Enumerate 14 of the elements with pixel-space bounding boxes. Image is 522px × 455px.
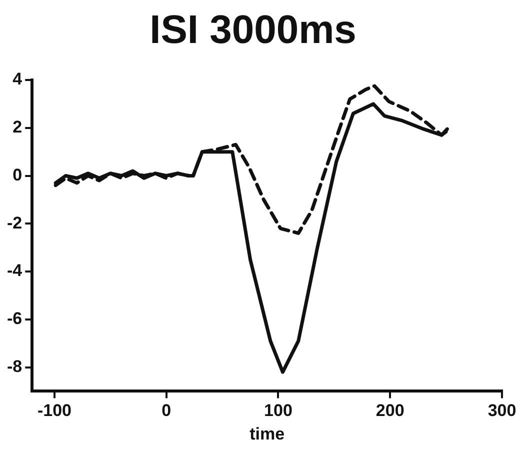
y-tick-label: -8 bbox=[6, 356, 22, 376]
x-tick-label: 200 bbox=[376, 401, 404, 420]
y-tick-label: 0 bbox=[12, 165, 22, 184]
x-axis-title: time bbox=[250, 424, 285, 444]
x-tick-label: 0 bbox=[162, 401, 172, 420]
y-tick-label: -4 bbox=[6, 261, 23, 280]
y-tick-label: -6 bbox=[6, 309, 22, 328]
chart-title: ISI 3000ms bbox=[150, 8, 356, 52]
y-tick-label: 4 bbox=[12, 70, 23, 89]
x-tick-label: 300 bbox=[488, 401, 516, 420]
x-tick-label: 100 bbox=[264, 401, 292, 420]
y-tick-label: 2 bbox=[12, 118, 22, 137]
y-tick-label: -2 bbox=[6, 213, 22, 232]
x-tick-label: -100 bbox=[37, 401, 72, 420]
